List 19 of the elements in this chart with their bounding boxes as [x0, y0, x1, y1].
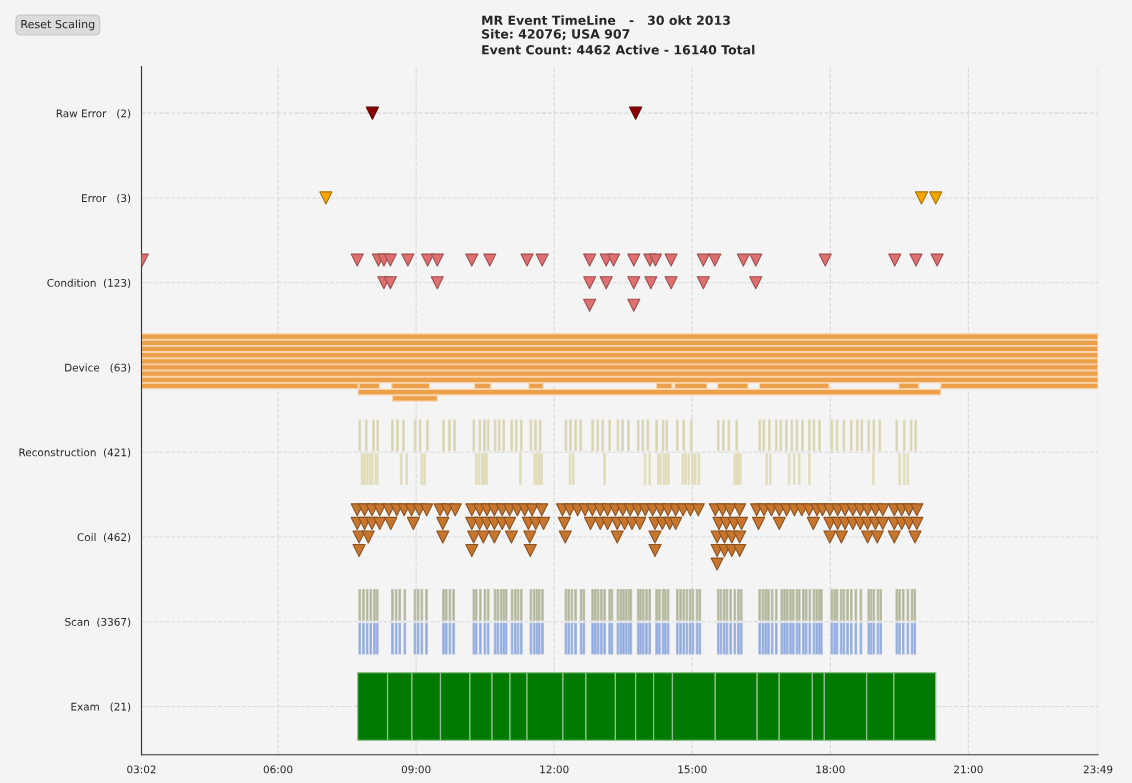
y-tick-label: Raw Error (2): [56, 109, 131, 119]
x-tick-label: 03:02: [127, 765, 156, 774]
chart-title: MR Event TimeLine - 30 okt 2013: [482, 15, 730, 25]
chart-subtitle: Site: 42076; USA 907 Event Count: 4462 Active - 16140 Total: [482, 28, 755, 55]
y-tick-label: Reconstruction (421): [19, 448, 131, 458]
x-tick-label: 09:00: [401, 765, 431, 774]
y-tick-label: Condition (123): [47, 278, 131, 289]
x-tick-label: 21:00: [954, 765, 983, 774]
x-tick-label: 15:00: [678, 765, 707, 774]
x-tick-label: 12:00: [540, 765, 569, 774]
y-tick-label: Coil (462): [77, 533, 131, 543]
y-tick-label: Exam (21): [71, 702, 131, 712]
y-tick-label: Device (63): [65, 363, 131, 373]
x-tick-label: 18:00: [816, 765, 845, 774]
x-tick-label: 23:49: [1083, 765, 1113, 774]
y-tick-label: Error (3): [82, 193, 131, 204]
y-tick-label: Scan (3367): [65, 617, 131, 628]
x-tick-label: 06:00: [263, 765, 293, 774]
text: Reset Scaling: [21, 19, 95, 31]
